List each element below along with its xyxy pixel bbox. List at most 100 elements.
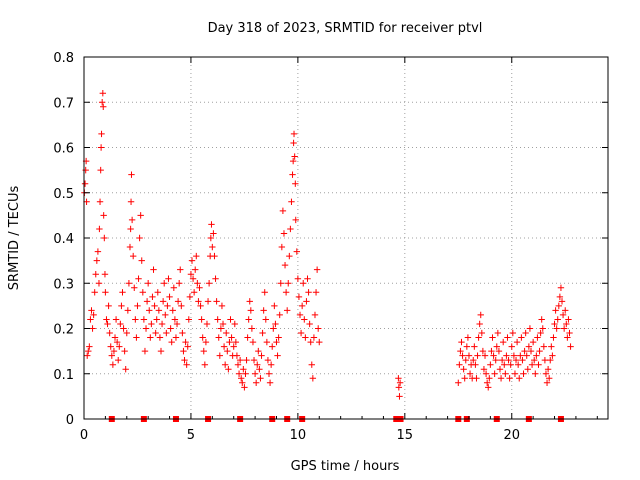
data-point bbox=[527, 347, 535, 355]
data-point bbox=[522, 329, 529, 337]
data-point bbox=[205, 280, 213, 287]
data-point bbox=[486, 375, 493, 382]
data-point bbox=[479, 347, 487, 355]
data-point bbox=[174, 298, 182, 305]
data-point bbox=[244, 334, 251, 341]
data-point bbox=[157, 347, 165, 355]
data-point bbox=[111, 334, 119, 341]
data-point bbox=[155, 307, 163, 314]
data-point bbox=[277, 280, 284, 287]
data-point bbox=[466, 370, 474, 377]
data-point bbox=[542, 370, 550, 377]
data-point bbox=[190, 289, 198, 296]
data-point bbox=[531, 356, 538, 364]
data-point bbox=[103, 316, 110, 323]
data-point bbox=[183, 361, 190, 368]
data-point bbox=[524, 366, 531, 373]
data-point bbox=[558, 298, 566, 305]
data-point bbox=[95, 280, 103, 287]
data-point bbox=[536, 347, 543, 355]
data-point bbox=[153, 316, 160, 323]
data-point bbox=[496, 366, 504, 373]
data-point bbox=[127, 198, 135, 205]
data-point bbox=[87, 316, 94, 323]
data-point bbox=[292, 216, 299, 224]
data-point bbox=[293, 248, 301, 255]
y-tick-label: 0.1 bbox=[53, 368, 74, 383]
data-point bbox=[543, 379, 551, 386]
data-point bbox=[477, 311, 484, 319]
data-point bbox=[471, 343, 478, 350]
data-point bbox=[511, 370, 519, 377]
data-point bbox=[211, 252, 218, 260]
data-point bbox=[458, 338, 465, 346]
data-point bbox=[395, 384, 403, 391]
data-point bbox=[170, 284, 178, 291]
data-point bbox=[195, 298, 202, 305]
data-point bbox=[186, 293, 194, 301]
data-point bbox=[295, 293, 303, 301]
data-point bbox=[476, 320, 483, 328]
data-point bbox=[490, 352, 497, 359]
data-point bbox=[125, 280, 133, 287]
data-point bbox=[266, 379, 274, 386]
data-point bbox=[292, 180, 299, 187]
data-point bbox=[133, 334, 140, 341]
data-point bbox=[212, 275, 219, 282]
data-point bbox=[525, 343, 533, 350]
data-point bbox=[482, 370, 490, 377]
data-point bbox=[501, 361, 508, 368]
data-point bbox=[521, 347, 528, 355]
data-point bbox=[523, 352, 530, 359]
data-point bbox=[197, 302, 204, 310]
data-point bbox=[112, 316, 120, 323]
data-point bbox=[208, 221, 215, 228]
data-point bbox=[105, 302, 112, 310]
data-point bbox=[519, 356, 526, 364]
data-point bbox=[526, 325, 534, 332]
data-point bbox=[252, 379, 260, 386]
data-point bbox=[196, 284, 203, 291]
data-point bbox=[198, 316, 205, 323]
data-point bbox=[225, 366, 232, 373]
data-point bbox=[504, 334, 511, 341]
data-point bbox=[89, 325, 96, 332]
data-point bbox=[502, 370, 509, 377]
data-point bbox=[554, 316, 561, 323]
data-point bbox=[188, 257, 196, 264]
data-point bbox=[182, 338, 189, 346]
data-point bbox=[310, 334, 318, 341]
data-point bbox=[308, 361, 315, 368]
data-point bbox=[239, 379, 246, 386]
data-point bbox=[128, 216, 136, 224]
data-point bbox=[91, 289, 98, 296]
data-point bbox=[159, 298, 167, 305]
data-point bbox=[178, 302, 185, 310]
data-point bbox=[126, 243, 134, 251]
data-point bbox=[101, 271, 109, 278]
data-point bbox=[234, 361, 242, 368]
data-point bbox=[563, 320, 570, 328]
data-point bbox=[288, 198, 295, 205]
data-point bbox=[213, 298, 220, 305]
data-point bbox=[258, 352, 265, 359]
data-point bbox=[99, 90, 107, 97]
data-point bbox=[84, 352, 91, 359]
data-point bbox=[185, 316, 192, 323]
data-point bbox=[297, 329, 305, 337]
data-point bbox=[503, 352, 510, 359]
data-point bbox=[472, 361, 479, 368]
data-point bbox=[507, 361, 514, 368]
data-point bbox=[273, 338, 280, 346]
data-point bbox=[219, 320, 227, 328]
data-point bbox=[129, 252, 137, 260]
data-point bbox=[116, 343, 123, 350]
data-point bbox=[294, 275, 302, 282]
data-point bbox=[201, 361, 209, 368]
data-point bbox=[518, 334, 525, 341]
y-tick-label: 0.8 bbox=[53, 51, 74, 66]
data-point bbox=[395, 375, 402, 382]
data-point bbox=[509, 329, 517, 337]
data-point bbox=[220, 343, 228, 350]
